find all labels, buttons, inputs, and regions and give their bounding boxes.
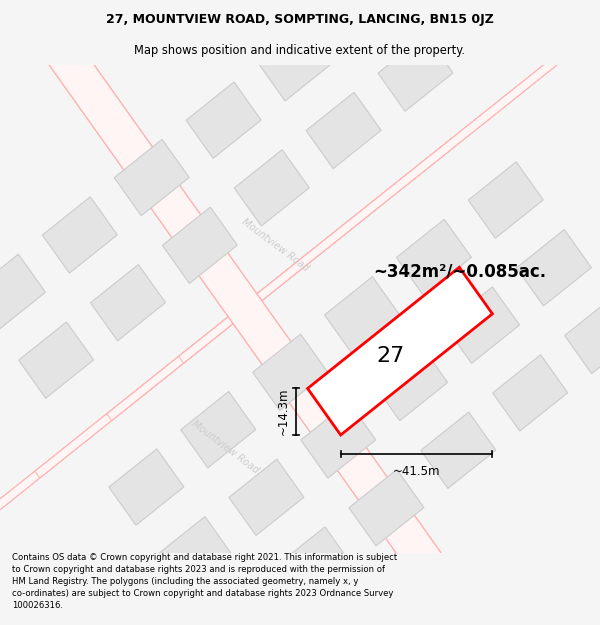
Polygon shape: [253, 334, 328, 411]
Text: Mountview Road: Mountview Road: [239, 217, 310, 274]
Polygon shape: [0, 139, 455, 592]
Polygon shape: [35, 25, 599, 478]
Text: 27, MOUNTVIEW ROAD, SOMPTING, LANCING, BN15 0JZ: 27, MOUNTVIEW ROAD, SOMPTING, LANCING, B…: [106, 13, 494, 26]
Polygon shape: [186, 82, 261, 158]
Polygon shape: [468, 162, 543, 238]
Polygon shape: [378, 35, 453, 111]
Polygon shape: [306, 92, 381, 169]
Polygon shape: [114, 139, 189, 216]
Polygon shape: [19, 322, 94, 398]
Polygon shape: [565, 298, 600, 374]
Polygon shape: [397, 219, 472, 296]
Polygon shape: [107, 0, 600, 421]
Polygon shape: [0, 254, 46, 331]
Polygon shape: [91, 264, 166, 341]
Polygon shape: [517, 229, 592, 306]
Polygon shape: [26, 9, 464, 608]
Polygon shape: [157, 187, 574, 625]
Polygon shape: [43, 197, 118, 273]
Polygon shape: [301, 402, 376, 478]
Text: ~14.3m: ~14.3m: [277, 388, 290, 436]
Polygon shape: [277, 527, 352, 603]
Polygon shape: [234, 150, 309, 226]
Text: Contains OS data © Crown copyright and database right 2021. This information is : Contains OS data © Crown copyright and d…: [12, 552, 397, 610]
Polygon shape: [0, 82, 527, 536]
Text: 27: 27: [376, 346, 404, 366]
Text: Mountview Road: Mountview Road: [190, 418, 260, 475]
Polygon shape: [0, 197, 383, 625]
Text: ~41.5m: ~41.5m: [393, 464, 440, 478]
Polygon shape: [325, 277, 400, 353]
Polygon shape: [179, 0, 600, 363]
Text: ~342m²/~0.085ac.: ~342m²/~0.085ac.: [373, 262, 547, 281]
Polygon shape: [258, 24, 333, 101]
Polygon shape: [493, 354, 568, 431]
Polygon shape: [181, 391, 256, 468]
Polygon shape: [0, 0, 333, 431]
Polygon shape: [157, 517, 232, 593]
Polygon shape: [308, 268, 493, 435]
Polygon shape: [445, 287, 520, 363]
Text: Map shows position and indicative extent of the property.: Map shows position and indicative extent…: [134, 44, 466, 56]
Polygon shape: [349, 469, 424, 546]
Polygon shape: [373, 344, 448, 421]
Polygon shape: [330, 0, 405, 44]
Polygon shape: [205, 584, 280, 625]
Polygon shape: [163, 207, 238, 284]
Polygon shape: [109, 449, 184, 525]
Polygon shape: [229, 459, 304, 536]
Polygon shape: [421, 412, 496, 488]
